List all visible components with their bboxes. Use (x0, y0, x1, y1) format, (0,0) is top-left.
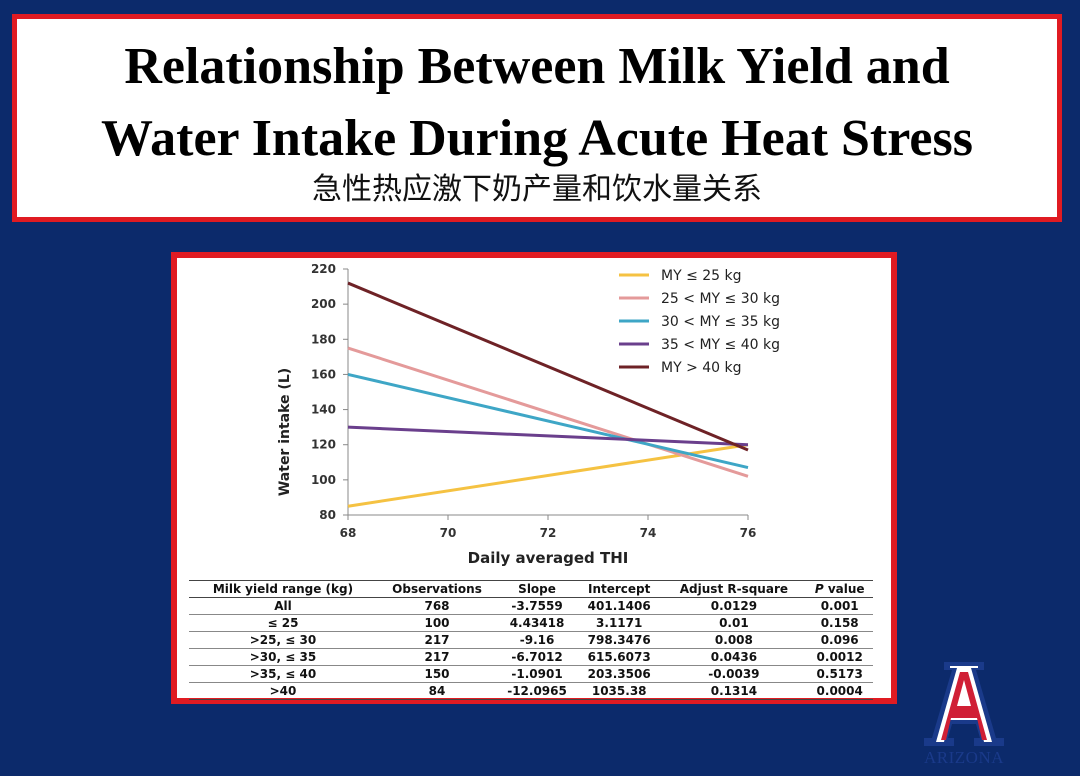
x-tick-label: 68 (340, 526, 357, 540)
table-cell: 798.3476 (587, 633, 651, 647)
table-cell: 100 (424, 616, 450, 630)
table-cell: 84 (428, 684, 446, 698)
table-row: >35, ≤ 40 150 -1.0901 203.3506 -0.0039 0.5173 (189, 666, 873, 683)
table-cell: 0.0436 (710, 650, 758, 664)
legend-label: 25 < MY ≤ 30 kg (661, 291, 780, 307)
series-line-3 (347, 372, 749, 470)
legend-label: 35 < MY ≤ 40 kg (661, 337, 780, 353)
table-row: >40 84 -12.0965 1035.38 0.1314 0.0004 (189, 683, 873, 700)
legend-label: MY > 40 kg (661, 360, 742, 376)
table-header-cell: Milk yield range (kg) (189, 580, 377, 598)
table-header-cell: Adjust R-square (661, 580, 807, 598)
table-cell: 4.43418 (509, 616, 565, 630)
table-cell: 0.0004 (816, 684, 863, 698)
table-cell: 203.3506 (587, 667, 651, 681)
table-cell: 150 (424, 667, 450, 681)
series-line-2 (347, 346, 749, 478)
chart-series-lines (347, 281, 749, 508)
y-tick-label: 220 (311, 262, 336, 276)
table-cell: -6.7012 (511, 650, 563, 664)
table-cell: 217 (424, 633, 450, 647)
table-header-row: Milk yield range (kg) Observations Slope In… (189, 580, 873, 598)
y-tick-label: 180 (311, 332, 336, 346)
table-cell: 768 (424, 599, 450, 613)
chart-legend: MY ≤ 25 kg 25 < MY ≤ 30 kg 30 < MY ≤ 35 kg… (609, 262, 825, 378)
table-cell: 0.5173 (816, 667, 863, 681)
legend-label: 30 < MY ≤ 35 kg (661, 314, 780, 330)
table-header-cell: Intercept (576, 580, 662, 598)
x-tick-label: 76 (740, 526, 757, 540)
y-tick-label: 160 (311, 367, 336, 381)
table-row: >30, ≤ 35 217 -6.7012 615.6073 0.0436 0.0012 (189, 649, 873, 666)
y-axis-label: Water intake (L) (277, 368, 293, 496)
arizona-wordmark: ARIZONA (924, 748, 1004, 767)
table-cell: >30, ≤ 35 (249, 650, 317, 664)
table-cell: -12.0965 (507, 684, 567, 698)
title-line-2: Water Intake During Acute Heat Stress (101, 110, 973, 167)
arizona-a-icon (924, 662, 1004, 746)
table-cell: 0.096 (820, 633, 859, 647)
table-cell: 401.1406 (587, 599, 651, 613)
x-tick-label: 72 (540, 526, 557, 540)
regression-table: Milk yield range (kg) Observations Slope In… (189, 580, 873, 700)
table-row: All 768 -3.7559 401.1406 0.0129 0.001 (189, 598, 873, 615)
y-tick-label: 140 (311, 403, 336, 417)
chinese-subtitle: 急性热应激下奶产量和饮水量关系 (312, 172, 762, 207)
table-header-cell: P value (806, 580, 873, 598)
table-header-cell: Slope (497, 580, 577, 598)
table-cell: >35, ≤ 40 (249, 667, 317, 681)
y-tick-label: 120 (311, 438, 336, 452)
arizona-logo: ARIZONA (914, 660, 1014, 770)
chart-panel: 80 100 120 140 160 180 200 220 68 70 72 74 76 MY ≤ 2… (171, 252, 897, 704)
table-cell: 615.6073 (587, 650, 651, 664)
table-cell: 0.1314 (710, 684, 758, 698)
table-cell: -3.7559 (511, 599, 563, 613)
title-panel: Relationship Between Milk Yield and Wate… (12, 14, 1062, 222)
table-cell: 0.001 (820, 599, 859, 613)
table-cell: 0.158 (820, 616, 859, 630)
y-tick-label: 100 (311, 473, 336, 487)
table-body: All 768 -3.7559 401.1406 0.0129 0.001 ≤ 25 100 4… (189, 598, 873, 700)
table-row: ≤ 25 100 4.43418 3.1171 0.01 0.158 (189, 615, 873, 632)
table-row: >25, ≤ 30 217 -9.16 798.3476 0.008 0.096 (189, 632, 873, 649)
series-line-4 (347, 425, 749, 447)
table-cell: -0.0039 (708, 667, 760, 681)
x-axis-label: Daily averaged THI (468, 549, 629, 567)
table-cell: 0.0129 (710, 599, 758, 613)
table-cell: >25, ≤ 30 (249, 633, 317, 647)
table-header-cell: Observations (376, 580, 498, 598)
table-cell: 3.1171 (596, 616, 643, 630)
line-chart: 80 100 120 140 160 180 200 220 68 70 72 74 76 MY ≤ 2… (277, 262, 825, 567)
table-cell: >40 (269, 684, 297, 698)
y-tick-label: 80 (319, 508, 336, 522)
x-tick-label: 70 (440, 526, 457, 540)
legend-label: MY ≤ 25 kg (661, 268, 742, 284)
x-tick-label: 74 (640, 526, 657, 540)
series-line-5 (347, 281, 749, 452)
table-cell: 0.008 (714, 633, 753, 647)
table-cell: -9.16 (519, 633, 555, 647)
table-cell: 0.01 (719, 616, 749, 630)
chart-axes: 80 100 120 140 160 180 200 220 68 70 72 74 76 (311, 262, 756, 540)
table-cell: 217 (424, 650, 450, 664)
table-cell: ≤ 25 (267, 616, 299, 630)
title-line-1: Relationship Between Milk Yield and (124, 38, 950, 95)
table-cell: 0.0012 (816, 650, 863, 664)
table-cell: All (274, 599, 292, 613)
table-cell: 1035.38 (591, 684, 647, 698)
y-tick-label: 200 (311, 297, 336, 311)
table-cell: -1.0901 (511, 667, 563, 681)
